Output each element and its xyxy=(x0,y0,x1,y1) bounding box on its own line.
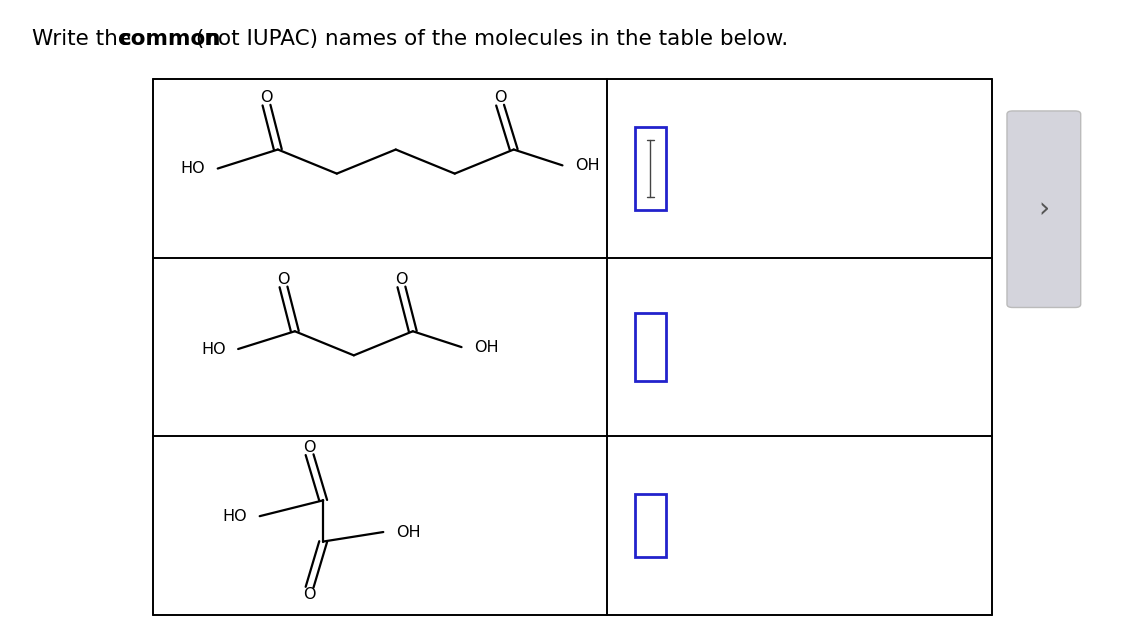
Text: HO: HO xyxy=(201,342,226,356)
Text: O: O xyxy=(260,90,273,105)
Text: Write the: Write the xyxy=(32,29,137,49)
Text: O: O xyxy=(303,587,316,602)
Text: common: common xyxy=(118,29,220,49)
Text: HO: HO xyxy=(180,161,205,176)
Text: ›: › xyxy=(1039,195,1049,223)
Text: OH: OH xyxy=(474,340,499,354)
Text: OH: OH xyxy=(396,524,421,540)
Text: O: O xyxy=(303,439,316,455)
Text: O: O xyxy=(493,90,507,105)
Text: (not IUPAC) names of the molecules in the table below.: (not IUPAC) names of the molecules in th… xyxy=(189,29,788,49)
Text: HO: HO xyxy=(222,508,247,524)
Text: O: O xyxy=(395,272,408,287)
Text: O: O xyxy=(277,272,290,287)
Text: OH: OH xyxy=(575,158,600,173)
